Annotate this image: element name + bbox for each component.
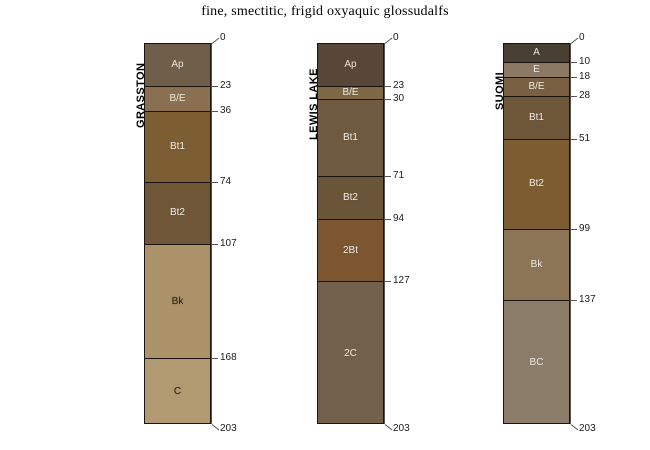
soil-profile-lewis-lake: LEWIS LAKE Ap B/E Bt1 Bt2 2Bt 2C 0 23 30 71 94 127 20… (0, 0, 410, 450)
soil-horizon: 2C (318, 282, 383, 423)
depth-tick (385, 86, 391, 88)
horizon-label: Ap (344, 59, 357, 71)
depth-tick (571, 300, 577, 302)
page-title: fine, smectitic, frigid oxyaquic glossud… (201, 4, 449, 19)
horizon-label: Bt1 (169, 140, 185, 152)
depth-tick (385, 424, 393, 430)
profile-column: Ap B/E Bt1 Bt2 2Bt 2C (317, 43, 384, 424)
horizon-label: E (533, 63, 540, 75)
depth-tick-label: 74 (220, 175, 232, 187)
horizon-label: 2Bt (342, 244, 358, 256)
depth-tick (212, 181, 218, 183)
depth-tick (212, 424, 220, 430)
depth-tick (571, 61, 577, 63)
soil-horizon: Bt2 (504, 139, 569, 230)
depth-tick-label: 0 (579, 32, 585, 43)
soil-horizon: C (145, 359, 210, 423)
soil-horizon: Bk (504, 229, 569, 302)
depth-tick-label: 94 (393, 213, 405, 225)
depth-tick-label: 0 (393, 32, 399, 43)
depth-tick-label: 30 (393, 93, 405, 105)
horizon-label: A (533, 46, 540, 58)
soil-horizon: BC (504, 301, 569, 423)
horizon-label: C (173, 386, 182, 398)
soil-horizon: Bt2 (145, 182, 210, 245)
depth-tick (212, 358, 218, 360)
soil-horizon: Bt1 (504, 96, 569, 140)
depth-tick-label: 127 (393, 275, 410, 287)
depth-tick-label: 36 (220, 104, 232, 116)
depth-axis-line (384, 43, 385, 424)
depth-tick-label: 137 (579, 294, 596, 306)
horizon-label: Bk (171, 295, 184, 307)
depth-tick-label: 203 (220, 423, 237, 434)
soil-horizon: E (504, 62, 569, 78)
depth-tick (212, 43, 220, 49)
horizon-label: B/E (169, 92, 186, 104)
depth-tick-label: 107 (220, 237, 237, 249)
depth-tick (571, 95, 577, 97)
depth-tick-label: 18 (579, 70, 591, 82)
horizon-label: Bt1 (342, 132, 358, 144)
depth-tick (571, 43, 579, 49)
soil-profile-suomi: SUOMI A E B/E Bt1 Bt2 Bk BC 0 10 18 28 51 99 137 203 (0, 0, 596, 450)
soil-horizon: Bt1 (318, 100, 383, 178)
horizon-label: Bt2 (169, 207, 185, 219)
depth-tick-label: 203 (579, 423, 596, 434)
soil-profile-grasston: GRASSTON Ap B/E Bt1 Bt2 Bk C 0 23 36 74 107 168 203 (0, 0, 237, 450)
depth-tick (212, 243, 218, 245)
depth-tick-label: 71 (393, 170, 405, 182)
horizon-label: B/E (528, 80, 545, 92)
depth-tick (385, 281, 391, 283)
depth-axis-line (211, 43, 212, 424)
depth-tick-label: 23 (220, 80, 232, 92)
depth-tick (385, 99, 391, 101)
soil-horizon: Ap (318, 44, 383, 88)
horizon-label: 2C (344, 347, 357, 359)
depth-tick-label: 168 (220, 352, 237, 364)
soil-horizon: B/E (318, 87, 383, 101)
profile-column: A E B/E Bt1 Bt2 Bk BC (503, 43, 570, 424)
depth-tick (212, 86, 218, 88)
horizon-label: Ap (171, 59, 184, 71)
soil-horizon: A (504, 44, 569, 63)
soil-horizon: 2Bt (318, 220, 383, 283)
depth-tick (571, 138, 577, 140)
depth-tick (571, 76, 577, 78)
soil-horizon: Bt1 (145, 111, 210, 183)
depth-tick (212, 110, 218, 112)
profile-column: Ap B/E Bt1 Bt2 Bk C (144, 43, 211, 424)
depth-tick (571, 228, 577, 230)
depth-axis-line (570, 43, 571, 424)
depth-tick-label: 23 (393, 80, 405, 92)
soil-horizon: B/E (504, 77, 569, 97)
horizon-label: Bk (530, 258, 543, 270)
depth-tick-label: 10 (579, 55, 591, 67)
depth-tick (385, 219, 391, 221)
depth-tick (385, 43, 393, 49)
depth-tick (571, 424, 579, 430)
horizon-label: B/E (342, 87, 359, 99)
depth-tick-label: 99 (579, 222, 591, 234)
depth-tick-label: 28 (579, 89, 591, 101)
horizon-label: Bt2 (528, 178, 544, 190)
horizon-label: Bt2 (342, 192, 358, 204)
soil-horizon: Ap (145, 44, 210, 88)
depth-tick-label: 0 (220, 32, 226, 43)
soil-horizon: Bk (145, 244, 210, 360)
soil-horizon: Bt2 (318, 177, 383, 221)
horizon-label: BC (529, 357, 544, 369)
depth-tick-label: 203 (393, 423, 410, 434)
depth-tick-label: 51 (579, 132, 591, 144)
soil-horizon: B/E (145, 87, 210, 112)
horizon-label: Bt1 (528, 111, 544, 123)
depth-tick (385, 176, 391, 178)
